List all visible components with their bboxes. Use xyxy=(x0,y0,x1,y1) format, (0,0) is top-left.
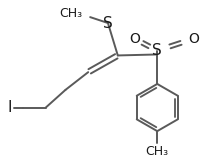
Text: CH₃: CH₃ xyxy=(145,145,168,158)
Text: O: O xyxy=(187,32,198,46)
Text: I: I xyxy=(7,100,11,115)
Text: O: O xyxy=(129,32,139,46)
Text: CH₃: CH₃ xyxy=(59,7,82,20)
Text: S: S xyxy=(152,43,161,58)
Text: S: S xyxy=(103,16,112,30)
